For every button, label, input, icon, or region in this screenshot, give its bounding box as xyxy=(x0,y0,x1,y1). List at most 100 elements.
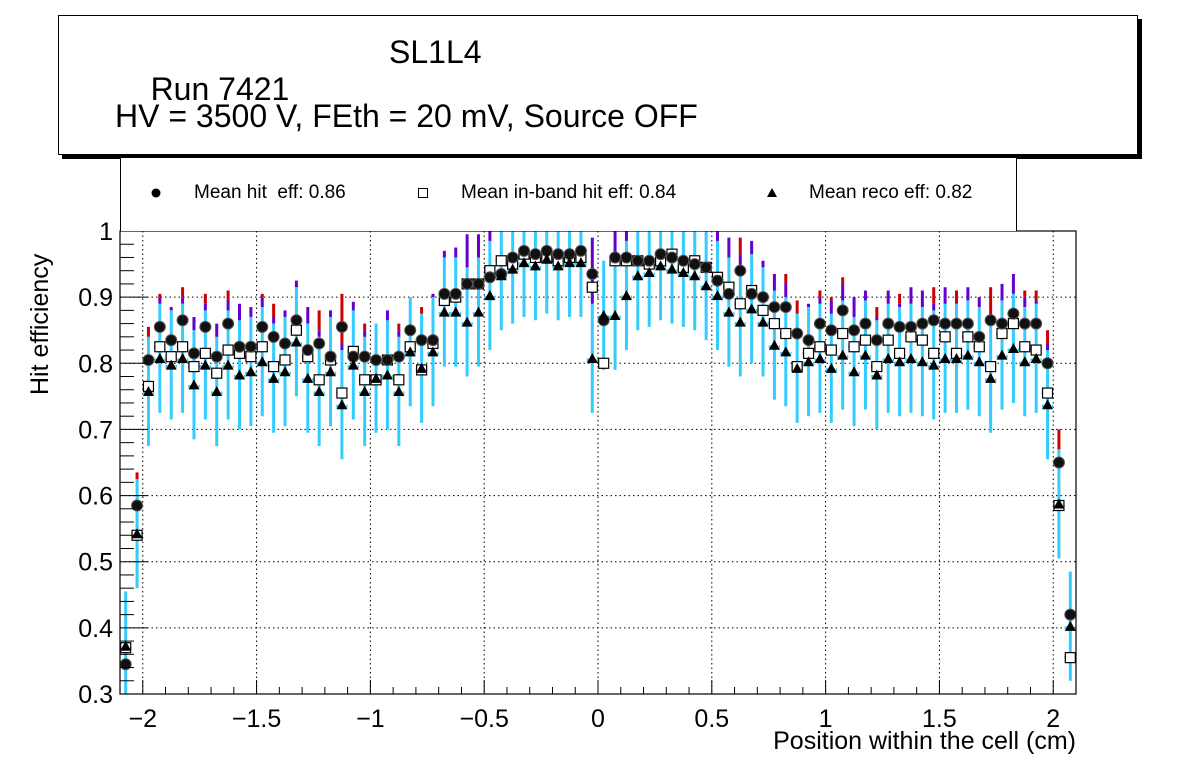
marker-reco xyxy=(894,356,906,367)
marker-hit xyxy=(552,248,565,261)
marker-inband xyxy=(1007,318,1020,330)
tick-labels: −2 −1.5 −1 −0.5 0 0.5 1 1.5 2 0.3 0.4 0.5 0.6 0.7 0.8 0… xyxy=(78,218,1060,733)
marker-reco xyxy=(609,309,621,320)
marker-reco xyxy=(393,386,405,397)
marker-reco xyxy=(325,366,337,377)
marker-reco xyxy=(416,362,428,373)
marker-reco xyxy=(165,359,177,370)
marker-hit xyxy=(722,287,735,300)
marker-inband xyxy=(837,327,849,340)
marker-hit xyxy=(711,274,724,287)
detector-label: SL1L4 xyxy=(389,34,482,70)
marker-inband xyxy=(973,341,985,353)
marker-hit xyxy=(131,499,144,512)
marker-hit xyxy=(688,258,701,271)
marker-inband xyxy=(814,341,826,353)
marker-reco xyxy=(1042,399,1054,410)
marker-hit xyxy=(665,251,678,264)
y-axis-label: Hit efficiency xyxy=(26,253,54,395)
marker-hit xyxy=(335,320,348,333)
y-tick-label: 0.3 xyxy=(78,681,113,709)
marker-inband xyxy=(905,331,917,343)
marker-reco xyxy=(495,270,507,281)
marker-inband xyxy=(313,374,325,386)
marker-hit xyxy=(802,334,815,347)
marker-reco xyxy=(848,366,860,377)
legend-entry-inband: Mean in-band hit eff: 0.84 xyxy=(461,182,677,203)
marker-reco xyxy=(746,303,758,314)
marker-inband xyxy=(734,298,746,310)
marker-reco xyxy=(871,369,883,380)
marker-reco xyxy=(1053,498,1065,509)
marker-reco xyxy=(211,386,223,397)
marker-hit xyxy=(415,334,428,347)
marker-reco xyxy=(905,352,917,363)
marker-reco xyxy=(199,359,211,370)
x-tick-label: −1.5 xyxy=(232,705,281,733)
marker-hit xyxy=(301,344,314,357)
marker-hit xyxy=(870,334,883,347)
x-tick-label: 1 xyxy=(819,705,833,733)
marker-hit xyxy=(643,254,656,267)
legend-marker-filled-circle-icon xyxy=(151,188,161,198)
marker-hit xyxy=(620,251,633,264)
marker-hit xyxy=(1052,456,1065,469)
marker-reco xyxy=(1019,356,1031,367)
marker-hit xyxy=(654,248,667,261)
marker-inband xyxy=(768,318,781,330)
marker-reco xyxy=(268,372,280,383)
marker-hit xyxy=(996,317,1009,330)
marker-hit xyxy=(586,267,599,280)
marker-reco xyxy=(575,257,587,268)
marker-hit xyxy=(324,350,337,363)
marker-hit xyxy=(768,301,781,314)
marker-reco xyxy=(928,359,940,370)
x-axis-label: Position within the cell (cm) xyxy=(773,727,1076,755)
marker-inband xyxy=(290,324,303,336)
marker-reco xyxy=(1007,343,1019,354)
y-tick-label: 0.8 xyxy=(78,350,113,378)
marker-hit xyxy=(904,320,917,333)
marker-reco xyxy=(302,372,314,383)
legend-marker-open-square-icon xyxy=(418,188,428,198)
marker-inband xyxy=(176,341,189,353)
marker-inband xyxy=(256,341,268,353)
marker-hit xyxy=(1064,608,1077,621)
y-tick-label: 0.9 xyxy=(78,284,113,312)
marker-hit xyxy=(631,254,644,267)
marker-reco xyxy=(484,290,496,301)
marker-reco xyxy=(951,352,962,363)
marker-inband xyxy=(495,255,507,267)
x-tick-label: 0.5 xyxy=(694,705,729,733)
marker-hit xyxy=(506,251,519,264)
marker-reco xyxy=(313,386,325,397)
marker-reco xyxy=(290,336,302,347)
marker-hit xyxy=(370,353,383,366)
marker-reco xyxy=(370,372,382,383)
marker-hit xyxy=(518,244,531,257)
marker-reco xyxy=(473,306,484,317)
marker-hit xyxy=(1007,307,1020,320)
marker-hit xyxy=(210,350,223,363)
legend-marker-filled-triangle-icon xyxy=(767,188,777,197)
marker-hit xyxy=(859,317,872,330)
marker-inband xyxy=(222,344,234,356)
marker-reco xyxy=(507,263,519,274)
marker-inband xyxy=(939,331,951,343)
marker-hit xyxy=(836,304,849,317)
marker-reco xyxy=(666,263,678,274)
y-tick-label: 0.4 xyxy=(78,615,113,643)
marker-reco xyxy=(1064,620,1076,631)
marker-hit xyxy=(973,330,986,343)
marker-reco xyxy=(973,356,985,367)
marker-hit xyxy=(757,291,770,304)
marker-hit xyxy=(404,324,417,337)
marker-reco xyxy=(598,309,610,320)
marker-hit xyxy=(244,340,257,353)
marker-inband xyxy=(825,344,837,356)
marker-hit xyxy=(290,314,303,327)
marker-reco xyxy=(837,349,849,360)
x-tick-label: 1.5 xyxy=(922,705,957,733)
marker-reco xyxy=(256,356,268,367)
marker-hit xyxy=(438,287,451,300)
